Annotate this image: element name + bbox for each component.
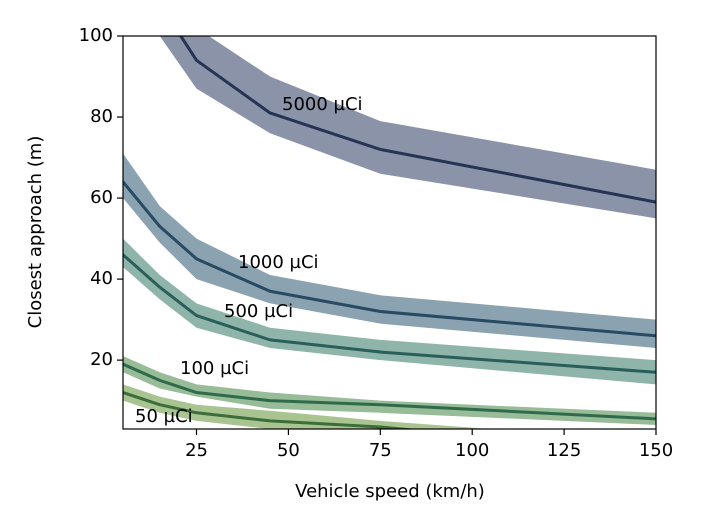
- x-tick-label: 100: [455, 440, 489, 461]
- x-tick-label: 25: [185, 440, 208, 461]
- series-label: 500 µCi: [224, 301, 293, 322]
- x-axis-label: Vehicle speed (km/h): [295, 481, 485, 502]
- x-tick-label: 150: [639, 440, 673, 461]
- plot-area: [123, 36, 656, 429]
- series-label: 100 µCi: [180, 358, 249, 379]
- y-tick-label: 60: [90, 187, 113, 208]
- series-label: 50 µCi: [135, 406, 193, 427]
- series-line: [123, 253, 656, 374]
- y-tick-label: 100: [79, 25, 113, 46]
- y-axis-label: Closest approach (m): [25, 136, 46, 329]
- series-label: 1000 µCi: [238, 252, 319, 273]
- confidence-band: [123, 384, 491, 429]
- x-tick-label: 125: [547, 440, 581, 461]
- series-line: [123, 362, 656, 421]
- y-tick-label: 80: [90, 106, 113, 127]
- x-tick-label: 75: [369, 440, 392, 461]
- series-line: [123, 391, 418, 429]
- y-tick-label: 40: [90, 268, 113, 289]
- confidence-band: [123, 356, 656, 425]
- series-label: 5000 µCi: [282, 94, 363, 115]
- y-tick-label: 20: [90, 349, 113, 370]
- confidence-band: [123, 153, 656, 348]
- x-tick-label: 50: [277, 440, 300, 461]
- confidence-band: [159, 36, 656, 219]
- series-line: [178, 36, 656, 204]
- axes-frame: [122, 35, 657, 430]
- series-line: [123, 180, 656, 338]
